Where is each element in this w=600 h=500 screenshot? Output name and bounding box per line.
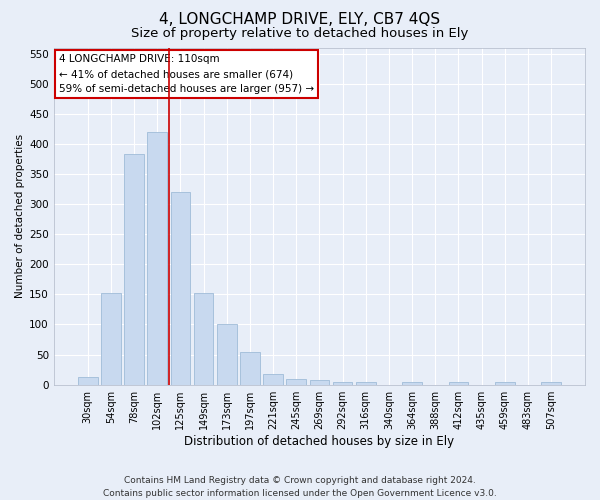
Bar [124,154,144,384]
Y-axis label: Number of detached properties: Number of detached properties [15,134,25,298]
Bar [217,324,236,384]
Text: 4 LONGCHAMP DRIVE: 110sqm
← 41% of detached houses are smaller (674)
59% of semi: 4 LONGCHAMP DRIVE: 110sqm ← 41% of detac… [59,54,314,94]
X-axis label: Distribution of detached houses by size in Ely: Distribution of detached houses by size … [184,434,454,448]
Bar [101,292,121,384]
Bar [333,382,352,384]
Text: 4, LONGCHAMP DRIVE, ELY, CB7 4QS: 4, LONGCHAMP DRIVE, ELY, CB7 4QS [160,12,440,28]
Bar [194,293,214,384]
Bar [240,352,260,384]
Bar [286,378,306,384]
Text: Size of property relative to detached houses in Ely: Size of property relative to detached ho… [131,28,469,40]
Bar [402,382,422,384]
Bar [310,380,329,384]
Bar [356,382,376,384]
Bar [170,192,190,384]
Text: Contains HM Land Registry data © Crown copyright and database right 2024.
Contai: Contains HM Land Registry data © Crown c… [103,476,497,498]
Bar [541,382,561,384]
Bar [78,378,98,384]
Bar [148,132,167,384]
Bar [449,382,468,384]
Bar [495,382,515,384]
Bar [263,374,283,384]
